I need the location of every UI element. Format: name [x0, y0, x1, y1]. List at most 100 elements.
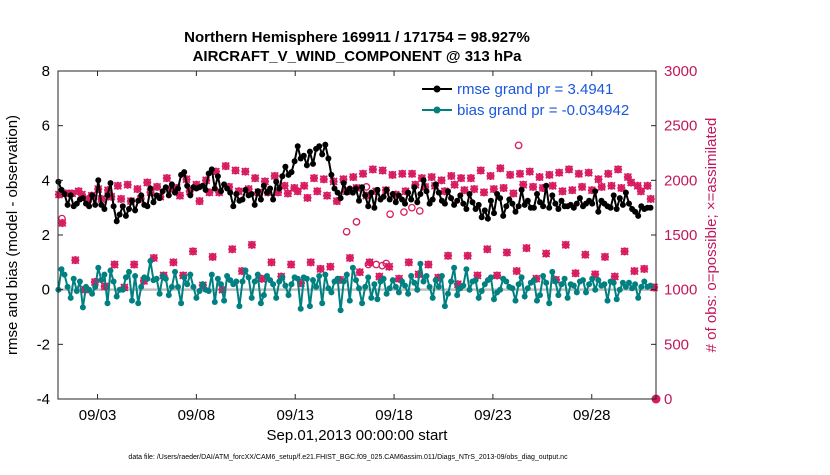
obs-assimilated-marker: [208, 252, 217, 261]
data-point: [371, 204, 378, 211]
data-point: [543, 182, 550, 189]
data-point: [159, 188, 166, 195]
data-point: [475, 294, 482, 301]
data-point: [632, 208, 639, 215]
obs-assimilated-marker: [463, 251, 472, 260]
obs-assimilated-marker: [202, 176, 211, 185]
data-point: [113, 293, 120, 300]
data-point: [530, 277, 537, 284]
data-point: [175, 283, 181, 290]
data-point: [144, 203, 151, 210]
data-point: [64, 283, 71, 290]
obs-assimilated-marker: [94, 185, 103, 194]
data-point: [445, 188, 451, 195]
obs-possible-marker: [364, 260, 373, 269]
data-point: [613, 206, 620, 212]
data-point: [147, 185, 154, 192]
data-point: [448, 195, 455, 202]
obs-assimilated-marker: [434, 273, 443, 282]
obs-assimilated-marker: [368, 165, 377, 174]
obs-assimilated-marker: [231, 166, 240, 175]
data-point: [294, 143, 301, 150]
obs-assimilated-marker: [440, 187, 449, 196]
data-point: [214, 275, 221, 282]
data-point: [184, 281, 191, 288]
data-point: [555, 292, 562, 299]
data-point: [340, 180, 347, 187]
data-point: [218, 281, 224, 288]
data-point: [521, 293, 528, 300]
data-point: [211, 299, 218, 305]
data-point: [423, 273, 430, 279]
data-point: [224, 273, 231, 279]
data-point: [285, 292, 292, 299]
data-point: [257, 196, 264, 203]
data-point: [622, 283, 629, 290]
data-point: [242, 186, 249, 193]
data-point: [276, 185, 283, 192]
y-left-tick-label: 2: [42, 227, 50, 244]
data-point: [95, 177, 102, 184]
x-tick-label: 09/23: [474, 407, 512, 424]
data-point: [414, 199, 421, 206]
obs-assimilated-marker: [339, 175, 348, 184]
obs-assimilated-marker: [466, 174, 476, 183]
obs-assimilated-marker: [600, 252, 610, 261]
data-point: [592, 286, 599, 293]
data-point: [353, 185, 359, 192]
data-point: [380, 275, 387, 282]
obs-assimilated-marker: [564, 165, 574, 174]
data-point: [368, 294, 375, 301]
data-point: [129, 197, 135, 204]
data-point: [445, 290, 451, 297]
data-point: [282, 163, 289, 170]
obs-assimilated-marker: [117, 194, 126, 203]
obs-assimilated-marker: [287, 260, 296, 269]
chart-title-line2: AIRCRAFT_V_WIND_COMPONENT @ 313 hPa: [193, 48, 523, 65]
obs-possible-marker: [382, 259, 391, 268]
obs-assimilated-marker: [548, 181, 557, 190]
data-point: [208, 271, 215, 278]
data-point: [172, 189, 178, 196]
obs-assimilated-marker: [483, 245, 492, 254]
data-point: [451, 201, 458, 208]
series-layer: [54, 141, 661, 404]
data-point: [487, 197, 494, 204]
obs-assimilated-marker: [149, 253, 158, 263]
obs-assimilated-marker: [591, 270, 600, 279]
data-point: [251, 201, 258, 208]
data-point: [392, 283, 399, 290]
data-point: [181, 274, 188, 281]
data-point: [555, 206, 562, 212]
obs-assimilated-marker: [424, 260, 433, 269]
obs-assimilated-marker: [378, 166, 387, 175]
data-point: [383, 290, 390, 297]
obs-assimilated-marker: [437, 176, 446, 185]
data-point: [356, 285, 362, 292]
data-point: [472, 277, 479, 284]
data-point: [181, 169, 188, 176]
data-point: [270, 196, 277, 203]
data-point: [641, 278, 648, 285]
data-point: [487, 274, 494, 281]
data-point: [435, 283, 442, 290]
data-point: [466, 286, 473, 293]
obs-assimilated-marker: [538, 183, 547, 193]
data-point: [601, 281, 608, 288]
obs-assimilated-marker: [345, 253, 355, 263]
data-point: [267, 185, 274, 192]
data-point: [346, 297, 353, 304]
y-left-tick-label: 0: [42, 282, 50, 299]
data-point: [254, 271, 261, 278]
data-point: [573, 200, 580, 207]
data-point: [441, 200, 448, 207]
data-point: [276, 278, 283, 285]
data-point: [95, 264, 102, 271]
footer-data-file: data file: /Users/raeder/DAI/ATM_forcXX/…: [128, 454, 568, 461]
y-right-tick-label: 2000: [664, 172, 697, 189]
obs-assimilated-marker: [607, 181, 616, 190]
data-point: [586, 281, 593, 288]
obs-assimilated-marker: [630, 267, 639, 276]
data-point: [610, 192, 617, 199]
obs-assimilated-marker: [646, 194, 655, 203]
